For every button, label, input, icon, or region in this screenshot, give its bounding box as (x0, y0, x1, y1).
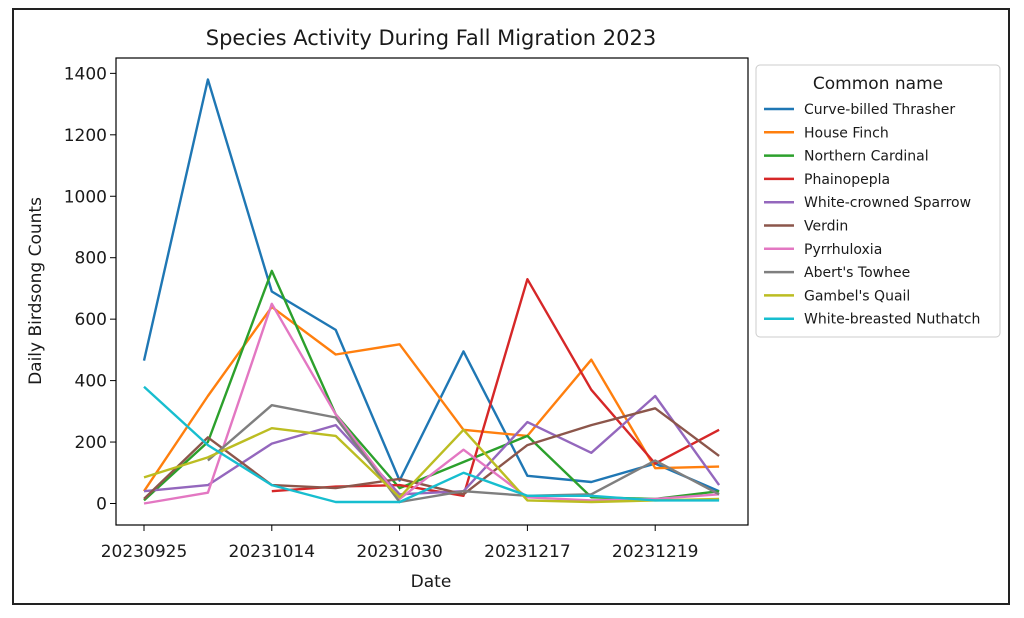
x-axis-label: Date (411, 572, 452, 592)
y-axis-label: Daily Birdsong Counts (26, 197, 46, 385)
plot-border (115, 57, 749, 526)
legend-title: Common name (813, 74, 943, 94)
x-tick-label: 20231014 (229, 542, 316, 562)
legend-label: Verdin (804, 219, 848, 235)
series-line-house-finch (143, 305, 720, 492)
legend-label: Phainopepla (804, 172, 890, 188)
x-tick-label: 20230925 (101, 542, 188, 562)
y-axis-ticks: 0 200 400 600 800 1000 1200 1400 (64, 64, 116, 514)
legend-label: House Finch (804, 125, 889, 141)
legend-label: White-crowned Sparrow (804, 195, 971, 211)
legend-label: Abert's Towhee (804, 265, 910, 281)
series-line-gambel-s-quail (143, 427, 720, 504)
y-tick-label: 1400 (64, 64, 107, 84)
chart-title: Species Activity During Fall Migration 2… (206, 26, 656, 50)
series-line-abert-s-towhee (207, 404, 720, 504)
y-tick-label: 200 (75, 433, 107, 453)
legend-box (755, 64, 1001, 338)
y-tick-label: 1200 (64, 126, 107, 146)
x-axis-ticks: 20230925 20231014 20231030 20231217 20231219 (101, 525, 699, 562)
x-tick-label: 20231219 (612, 542, 699, 562)
legend-items: Curve-billed Thrasher House Finch Northern… (764, 102, 980, 328)
y-tick-label: 0 (96, 494, 107, 514)
series-line-pyrrhuloxia (143, 302, 720, 505)
legend-label: Northern Cardinal (804, 149, 929, 165)
legend: Common name Curve-billed Thrasher House F… (755, 64, 1001, 338)
y-tick-label: 800 (75, 249, 107, 269)
legend-label: Pyrrhuloxia (804, 242, 882, 258)
legend-label: Gambel's Quail (804, 288, 910, 304)
series-lines (142, 78, 721, 505)
y-tick-label: 400 (75, 372, 107, 392)
legend-label: Curve-billed Thrasher (804, 102, 955, 118)
x-tick-label: 20231030 (356, 542, 443, 562)
series-line-white-breasted-nuthatch (143, 385, 720, 504)
legend-label: White-breasted Nuthatch (804, 312, 980, 328)
series-line-curve-billed-thrasher (142, 78, 720, 493)
x-tick-label: 20231217 (484, 542, 571, 562)
y-tick-label: 600 (75, 310, 107, 330)
y-tick-label: 1000 (64, 187, 107, 207)
series-line-verdin (143, 407, 720, 500)
plot-area: 0 200 400 600 800 1000 1200 1400 20230925 202310… (64, 57, 749, 562)
series-line-white-crowned-sparrow (143, 394, 721, 496)
